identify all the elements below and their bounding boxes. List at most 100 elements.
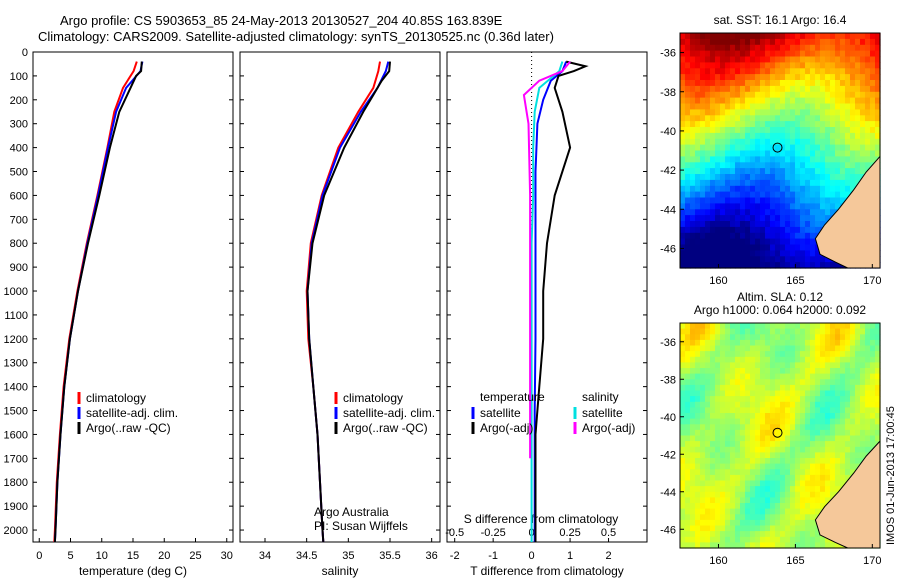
map-cell xyxy=(855,407,861,414)
map-cell xyxy=(805,396,811,403)
map-cell xyxy=(695,339,701,347)
map-cell xyxy=(835,368,841,375)
map-cell xyxy=(790,150,796,157)
map-cell xyxy=(740,38,746,46)
map-cell xyxy=(730,351,736,358)
map-cell xyxy=(705,418,711,425)
map-cell xyxy=(750,144,756,152)
map-cell xyxy=(855,368,861,375)
map-cell xyxy=(840,74,846,81)
map-cell xyxy=(680,429,686,437)
map-cell xyxy=(860,109,866,116)
map-cell xyxy=(800,418,806,425)
map-cell xyxy=(820,418,826,425)
map-cell xyxy=(685,121,691,128)
map-cell xyxy=(875,121,881,128)
map-cell xyxy=(785,368,791,375)
map-cell xyxy=(770,232,776,240)
map-cell xyxy=(750,250,756,257)
map-cell xyxy=(690,351,696,358)
map-cell xyxy=(825,262,831,269)
map-cell xyxy=(870,80,876,87)
map-cell xyxy=(710,362,716,369)
map-cell xyxy=(810,74,816,81)
map-cell xyxy=(815,191,821,199)
map-cell xyxy=(715,413,721,420)
map-cell xyxy=(795,203,801,210)
map-cell xyxy=(830,85,836,93)
map-cell xyxy=(790,174,796,181)
s-axis-label: S difference from climatology xyxy=(464,512,619,526)
map-cell xyxy=(835,132,841,140)
map-cell xyxy=(800,127,806,134)
map-cell xyxy=(800,262,806,269)
map-cell xyxy=(680,418,686,425)
map-cell xyxy=(735,339,741,347)
map-cell xyxy=(745,150,751,157)
map-cell xyxy=(800,203,806,210)
map-cell xyxy=(695,379,701,386)
map-cell xyxy=(835,85,841,93)
map-cell xyxy=(700,379,706,386)
map-cell xyxy=(775,115,781,122)
map-cell xyxy=(805,334,811,341)
y-tick-label: -44 xyxy=(660,204,676,216)
map-cell xyxy=(720,221,726,228)
map-cell xyxy=(710,256,716,263)
map-cell xyxy=(800,74,806,81)
map-cell xyxy=(810,463,816,470)
map-cell xyxy=(690,418,696,425)
map-cell xyxy=(725,150,731,157)
depth-tick-label: 100 xyxy=(10,71,28,83)
map-cell xyxy=(735,491,741,498)
map-cell xyxy=(765,238,771,246)
map-cell xyxy=(695,424,701,431)
map-cell xyxy=(685,542,691,549)
map-cell xyxy=(820,74,826,81)
map-cell xyxy=(835,542,841,549)
map-cell xyxy=(715,351,721,358)
map-cell xyxy=(735,250,741,257)
map-cell xyxy=(685,168,691,175)
map-cell xyxy=(850,121,856,128)
map-cell xyxy=(780,323,786,330)
map-cell xyxy=(820,323,826,330)
map-cell xyxy=(775,38,781,46)
map-cell xyxy=(835,379,841,386)
map-cell xyxy=(705,435,711,442)
map-cell xyxy=(875,339,881,347)
map-cell xyxy=(680,486,686,493)
map-cell xyxy=(835,474,841,482)
x-tick-label: 10 xyxy=(96,550,108,562)
map-cell xyxy=(685,446,691,453)
map-cell xyxy=(790,396,796,403)
map-cell xyxy=(860,80,866,87)
map-cell xyxy=(730,162,736,169)
map-cell xyxy=(785,508,791,515)
map-cell xyxy=(840,62,846,69)
map-cell xyxy=(710,62,716,69)
series-line xyxy=(533,61,568,542)
map-cell xyxy=(860,384,866,392)
map-cell xyxy=(860,429,866,437)
map-cell xyxy=(825,446,831,453)
map-cell xyxy=(855,390,861,397)
map-cell xyxy=(780,209,786,216)
map-cell xyxy=(750,109,756,116)
map-cell xyxy=(805,486,811,493)
map-cell xyxy=(750,373,756,380)
map-cell xyxy=(780,446,786,453)
map-cell xyxy=(840,33,846,40)
map-cell xyxy=(745,85,751,93)
map-cell xyxy=(830,407,836,414)
map-cell xyxy=(770,33,776,40)
map-cell xyxy=(790,191,796,199)
map-cell xyxy=(765,68,771,75)
map-cell xyxy=(700,80,706,87)
map-cell xyxy=(790,474,796,482)
map-cell xyxy=(710,542,716,549)
map-cell xyxy=(695,390,701,397)
map-cell xyxy=(765,536,771,543)
map-cell xyxy=(690,232,696,240)
map-cell xyxy=(825,91,831,99)
